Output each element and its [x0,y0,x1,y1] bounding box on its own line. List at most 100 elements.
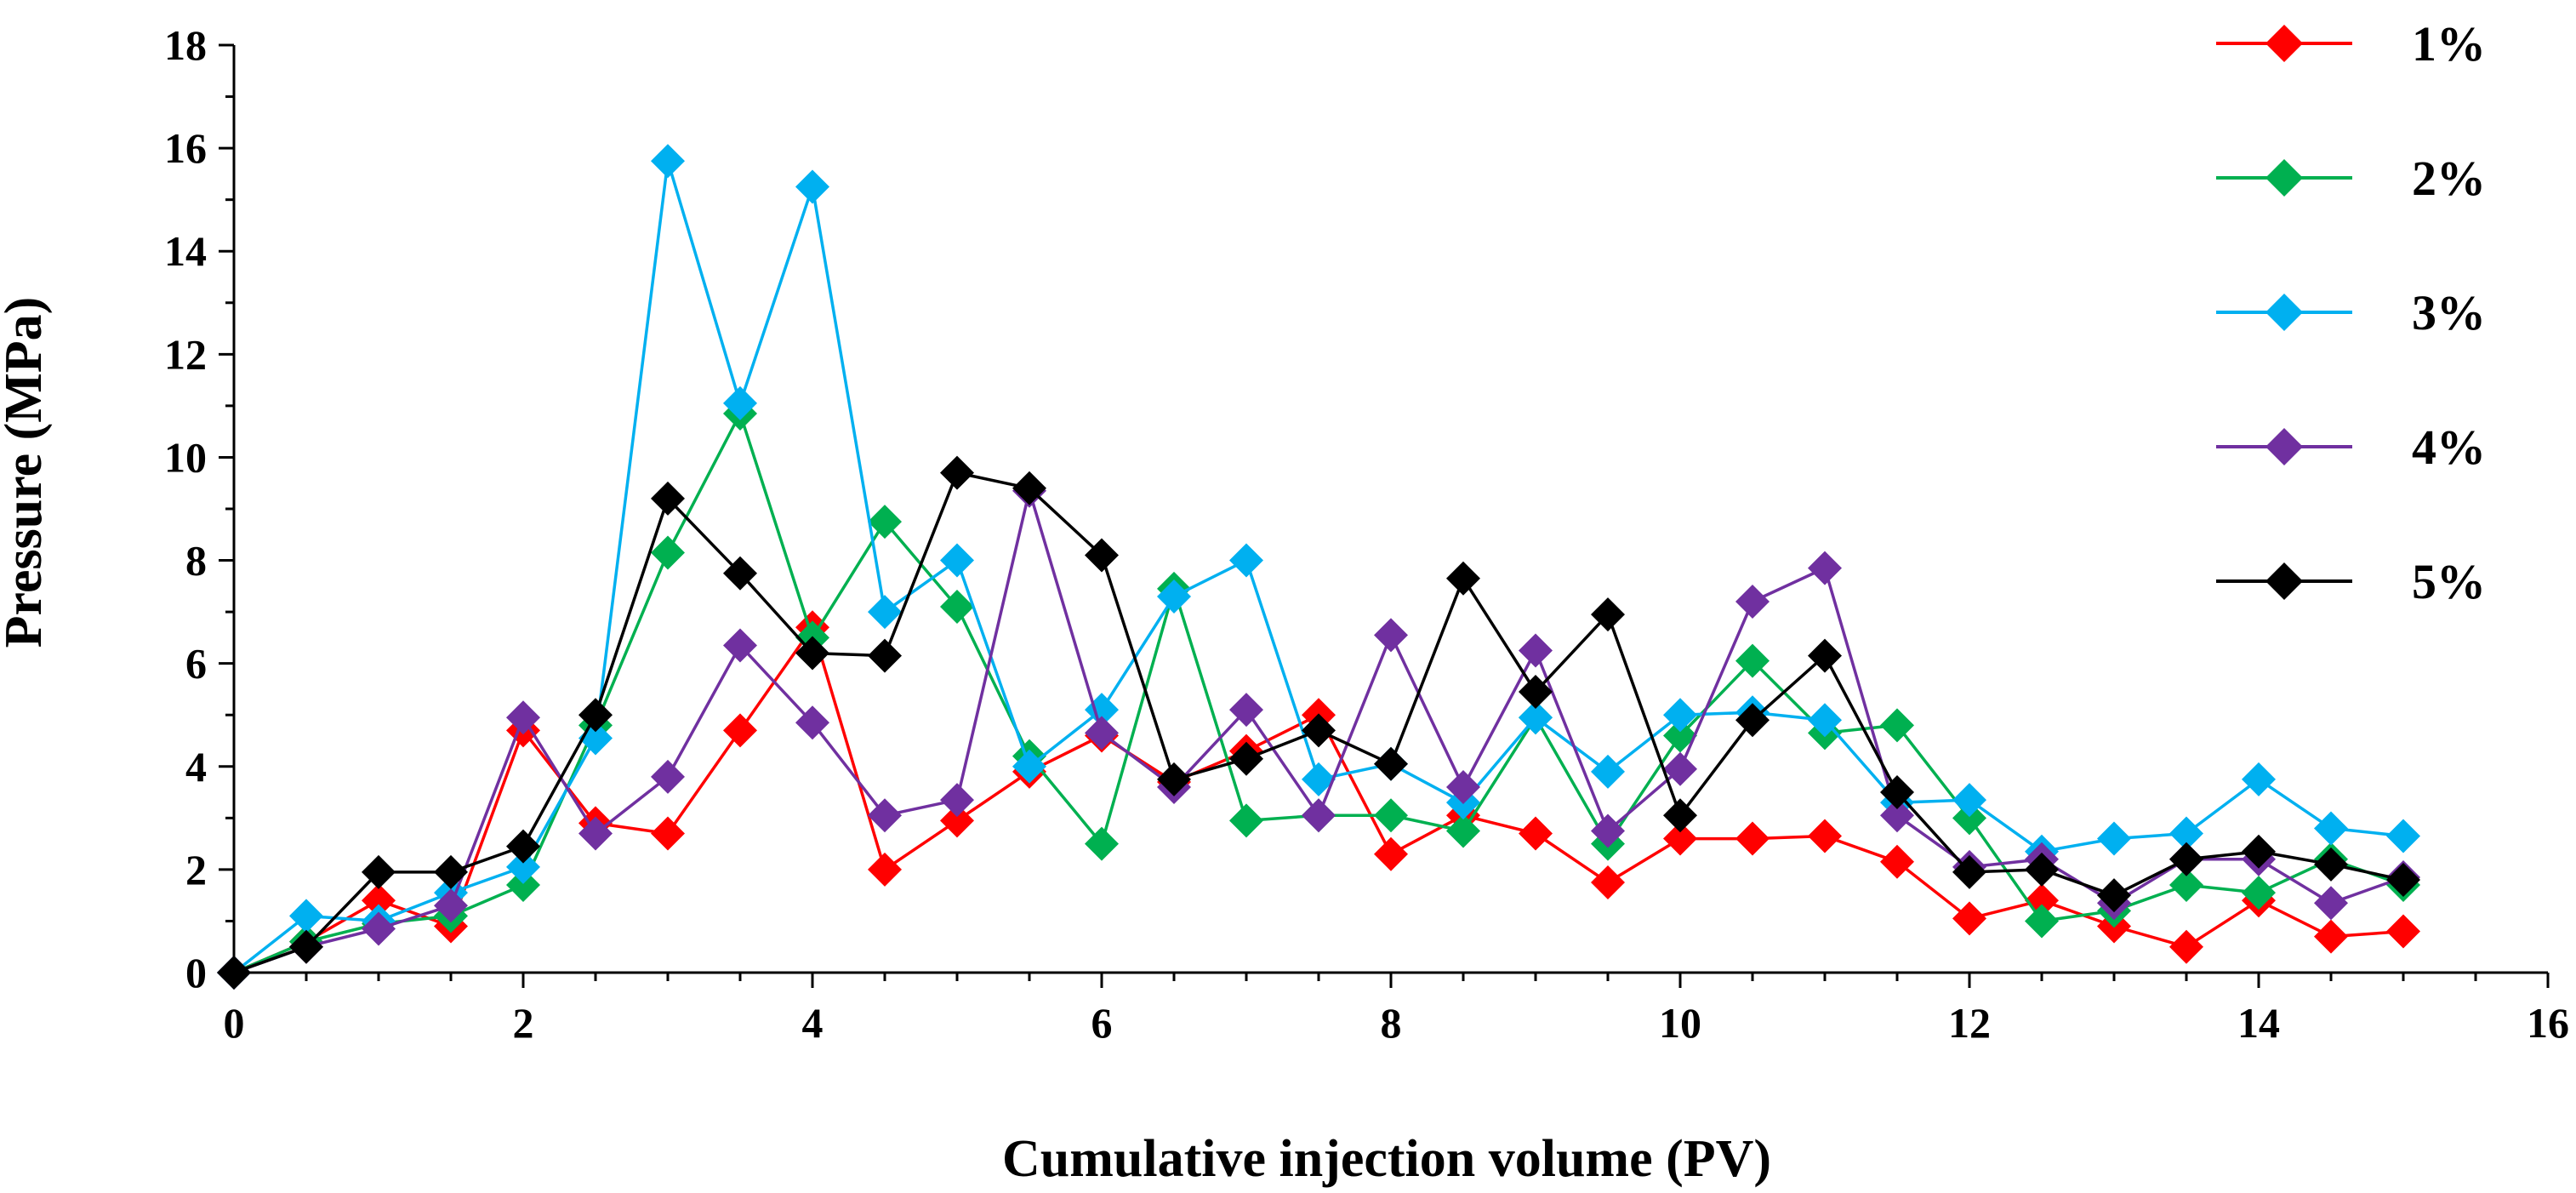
data-point [2386,914,2420,949]
data-point [2386,819,2420,853]
data-point [1519,700,1553,735]
data-point [795,705,829,740]
data-point [1085,716,1119,751]
data-point [723,628,757,663]
data-point [578,816,613,851]
data-point [1663,798,1697,833]
series-line [233,412,2404,974]
data-point [1519,633,1553,668]
data-point [940,455,974,490]
data-point [2169,842,2203,876]
data-point [1735,585,1770,619]
data-point [868,638,902,673]
legend-marker [2265,562,2303,600]
data-point [723,713,757,748]
axes-layer: 0 2 4 6 8 10 12 14 16 18 0 2 4 6 8 10 12 14 16 [164,21,2569,1047]
data-point [1735,643,1770,678]
y-tick-label: 10 [164,433,207,481]
legend-label: 5% [2412,554,2486,609]
data-point [2169,929,2203,964]
x-tick-label: 10 [1659,999,1701,1047]
y-tick-label: 12 [164,330,207,378]
series-3 [217,144,2420,990]
y-tick-label: 4 [185,743,207,791]
data-point [723,385,757,420]
data-point [506,849,540,884]
legend-entry: 5% [2216,554,2486,609]
x-tick-label: 8 [1381,999,1402,1047]
legend-marker [2265,428,2303,465]
data-point [1012,471,1046,505]
data-point [940,543,974,578]
data-point [1808,819,1842,853]
data-point [1591,865,1625,900]
data-point [1229,693,1263,728]
data-point [1591,597,1625,632]
data-point [868,595,902,630]
data-point [1229,543,1263,578]
data-point [1519,674,1553,709]
data-point [2242,876,2276,910]
data-point [506,868,540,903]
data-point [2025,852,2059,887]
data-point [651,759,685,794]
legend-entry: 3% [2216,285,2486,340]
legend-marker [2265,294,2303,331]
data-point [2097,878,2131,913]
legend-label: 2% [2412,151,2486,206]
y-tick-label: 16 [164,124,207,172]
x-tick-label: 16 [2527,999,2569,1047]
legend: 1% 2% 3% 4% 5% [2216,16,2486,609]
data-point [1808,551,1842,585]
data-point [1591,813,1625,848]
y-tick-label: 14 [164,227,207,275]
series-2 [217,396,2420,990]
legend-marker [2265,25,2303,62]
data-point [940,783,974,818]
data-point [2386,863,2420,897]
data-point [1446,813,1480,848]
legend-label: 3% [2412,285,2486,340]
data-point [1952,801,1986,836]
data-point [1880,775,1914,810]
legend-entry: 1% [2216,16,2486,71]
data-point [1880,844,1914,879]
data-point [1735,821,1770,856]
legend-entry: 4% [2216,420,2486,475]
data-point [506,700,540,735]
data-point [1735,703,1770,738]
data-point [1157,762,1191,796]
data-point [434,854,468,889]
y-axis-title: Pressure (MPa) [0,297,53,648]
data-point [1012,749,1046,784]
data-point [723,556,757,591]
data-point [2097,821,2131,856]
x-axis-title: Cumulative injection volume (PV) [1002,1130,1771,1188]
data-point [1591,754,1625,789]
data-point [362,911,396,946]
data-point [1085,826,1119,861]
data-point [1374,746,1408,781]
data-point [1157,579,1191,614]
data-point [1302,762,1336,796]
data-point [1880,708,1914,743]
data-point [2169,816,2203,851]
data-point [1085,538,1119,573]
series-5 [217,455,2420,990]
data-point [1880,798,1914,833]
series-line [232,159,2404,974]
data-point [1519,816,1553,851]
legend-label: 4% [2412,420,2486,475]
x-tick-label: 0 [224,999,245,1047]
data-point [2314,811,2348,846]
data-point [868,852,902,887]
data-point [2169,868,2203,903]
data-point [940,803,974,838]
data-point [795,169,829,204]
data-point [362,854,396,889]
data-point [1952,854,1986,889]
data-point [2242,762,2276,796]
data-point [1952,783,1986,818]
data-point [506,829,540,864]
